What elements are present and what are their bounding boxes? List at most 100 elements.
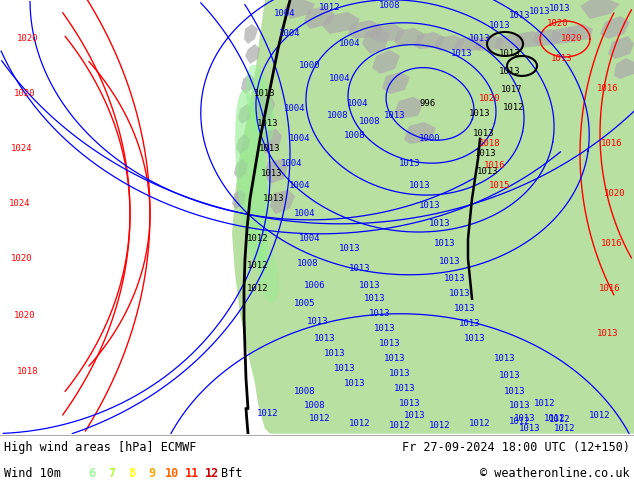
Text: 1020: 1020: [479, 95, 501, 103]
Polygon shape: [232, 0, 634, 434]
Text: 1024: 1024: [10, 199, 31, 208]
Text: 1013: 1013: [374, 324, 396, 333]
Text: 1013: 1013: [254, 89, 276, 98]
Text: 1008: 1008: [359, 118, 381, 126]
Text: 1013: 1013: [263, 195, 285, 203]
Text: 1013: 1013: [257, 120, 279, 128]
Text: 1013: 1013: [259, 145, 281, 153]
Text: 1013: 1013: [344, 379, 366, 388]
Text: 1008: 1008: [327, 111, 349, 121]
Text: 1020: 1020: [17, 34, 39, 44]
Polygon shape: [372, 50, 400, 74]
Text: 9: 9: [148, 467, 155, 480]
Text: 1012: 1012: [503, 103, 525, 112]
Text: 1013: 1013: [504, 387, 526, 396]
Text: 1000: 1000: [419, 134, 441, 144]
Text: 1013: 1013: [349, 264, 371, 273]
Text: 1013: 1013: [334, 364, 356, 373]
Ellipse shape: [246, 65, 274, 144]
Text: 1013: 1013: [529, 7, 551, 17]
Text: 1013: 1013: [450, 289, 471, 298]
Text: 1004: 1004: [281, 159, 303, 169]
Text: 1016: 1016: [484, 161, 506, 171]
Polygon shape: [264, 159, 288, 184]
Text: 1013: 1013: [495, 354, 515, 363]
Text: 1013: 1013: [399, 159, 421, 169]
Text: 1013: 1013: [339, 245, 361, 253]
Polygon shape: [362, 26, 390, 54]
Text: 1016: 1016: [599, 284, 621, 294]
Text: 1013: 1013: [489, 22, 511, 30]
Text: 1016: 1016: [601, 139, 623, 148]
Text: 1012: 1012: [554, 424, 576, 433]
Polygon shape: [322, 12, 360, 34]
Text: 1008: 1008: [379, 1, 401, 10]
Text: 1008: 1008: [297, 259, 319, 269]
Text: 1013: 1013: [469, 109, 491, 119]
Text: 1012: 1012: [429, 421, 451, 430]
Text: 1013: 1013: [359, 281, 381, 290]
Text: 1013: 1013: [439, 257, 461, 266]
Text: 7: 7: [108, 467, 115, 480]
Text: 1013: 1013: [549, 4, 571, 14]
Text: 8: 8: [129, 467, 136, 480]
Polygon shape: [370, 24, 405, 42]
Polygon shape: [394, 28, 425, 46]
Text: 1020: 1020: [14, 311, 36, 320]
Text: 1013: 1013: [519, 424, 541, 433]
Text: 1013: 1013: [499, 371, 521, 380]
Text: 1013: 1013: [419, 201, 441, 210]
Text: 1013: 1013: [384, 354, 406, 363]
Text: 1012: 1012: [589, 411, 611, 420]
Text: 1004: 1004: [289, 181, 311, 190]
Text: 1013: 1013: [429, 220, 451, 228]
Text: 1013: 1013: [384, 111, 406, 121]
Text: 1012: 1012: [320, 3, 340, 12]
Polygon shape: [244, 24, 258, 44]
Text: 1000: 1000: [299, 61, 321, 71]
Text: 1013: 1013: [314, 334, 336, 343]
Text: 1004: 1004: [275, 9, 295, 19]
Text: 1013: 1013: [476, 149, 497, 158]
Text: 1004: 1004: [289, 134, 311, 144]
Ellipse shape: [235, 89, 269, 269]
Text: 11: 11: [185, 467, 199, 480]
Text: 1013: 1013: [261, 170, 283, 178]
Text: 1012: 1012: [349, 419, 371, 428]
Text: 1013: 1013: [365, 294, 385, 303]
Text: 1013: 1013: [324, 349, 346, 358]
Text: 1013: 1013: [514, 414, 536, 423]
Polygon shape: [260, 129, 282, 154]
Polygon shape: [270, 190, 295, 214]
Polygon shape: [238, 104, 252, 124]
Text: 1013: 1013: [451, 49, 473, 58]
Polygon shape: [241, 74, 255, 94]
Text: 1004: 1004: [284, 104, 306, 113]
Polygon shape: [454, 36, 484, 52]
Polygon shape: [566, 24, 593, 41]
Text: 1005: 1005: [294, 299, 316, 308]
Text: 1020: 1020: [561, 34, 583, 44]
Text: © weatheronline.co.uk: © weatheronline.co.uk: [481, 467, 630, 480]
Text: 1015: 1015: [489, 181, 511, 190]
Text: 1012: 1012: [509, 417, 531, 426]
Polygon shape: [382, 72, 410, 94]
Polygon shape: [608, 36, 634, 59]
Text: 1013: 1013: [404, 411, 426, 420]
Text: 1013: 1013: [459, 319, 481, 328]
Polygon shape: [494, 34, 524, 50]
Text: 1013: 1013: [499, 49, 521, 58]
Text: Bft: Bft: [221, 467, 243, 480]
Polygon shape: [414, 32, 445, 49]
Polygon shape: [245, 44, 260, 64]
Text: 1013: 1013: [597, 329, 619, 338]
Polygon shape: [474, 35, 504, 51]
Text: 1008: 1008: [304, 401, 326, 410]
Text: 1012: 1012: [389, 421, 411, 430]
Polygon shape: [434, 35, 465, 51]
Text: 1013: 1013: [509, 401, 531, 410]
Text: 1004: 1004: [339, 40, 361, 49]
Text: 1013: 1013: [444, 274, 466, 283]
Text: 1020: 1020: [604, 189, 626, 198]
Polygon shape: [550, 27, 578, 44]
